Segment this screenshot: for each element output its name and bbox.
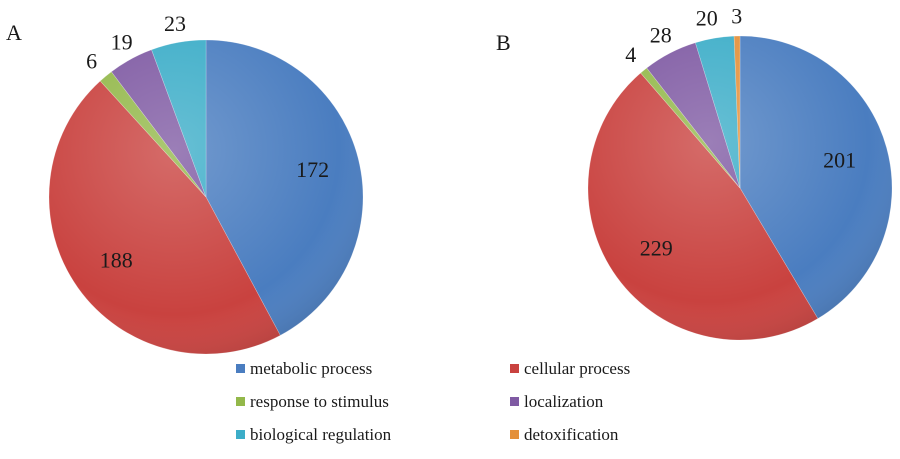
value-label-metabolic-process: 201: [823, 148, 856, 173]
value-label-detoxification: 3: [731, 3, 742, 28]
value-label-response-to-stimulus: 4: [625, 42, 636, 67]
legend-label-cellular-process: cellular process: [524, 359, 630, 378]
legend-label-biological-regulation: biological regulation: [250, 425, 392, 444]
legend-swatch-localization: [510, 397, 519, 406]
value-label-cellular-process: 188: [100, 248, 133, 273]
value-label-biological-regulation: 20: [696, 6, 718, 31]
legend-item-metabolic-process: metabolic process: [236, 359, 372, 378]
legend-label-detoxification: detoxification: [524, 425, 619, 444]
legend-swatch-metabolic-process: [236, 364, 245, 373]
legend-item-detoxification: detoxification: [510, 425, 619, 444]
value-label-response-to-stimulus: 6: [86, 49, 97, 74]
legend-swatch-detoxification: [510, 430, 519, 439]
legend-label-localization: localization: [524, 392, 604, 411]
legend-item-biological-regulation: biological regulation: [236, 425, 392, 444]
legend-swatch-biological-regulation: [236, 430, 245, 439]
pie-chart-a: 172 188 6 19 23: [48, 11, 364, 355]
panel-letter-a: A: [6, 20, 22, 45]
legend-item-cellular-process: cellular process: [510, 359, 630, 378]
legend-label-response-to-stimulus: response to stimulus: [250, 392, 389, 411]
value-label-metabolic-process: 172: [296, 157, 329, 182]
legend-label-metabolic-process: metabolic process: [250, 359, 372, 378]
value-label-localization: 19: [111, 30, 133, 55]
pie-chart-b: 201 229 4 28 20 3: [587, 3, 893, 341]
panel-letter-b: B: [496, 30, 511, 55]
legend-item-response-to-stimulus: response to stimulus: [236, 392, 389, 411]
legend-item-localization: localization: [510, 392, 604, 411]
legend: metabolic process cellular process respons…: [236, 359, 630, 444]
value-label-cellular-process: 229: [640, 236, 673, 261]
legend-swatch-cellular-process: [510, 364, 519, 373]
legend-swatch-response-to-stimulus: [236, 397, 245, 406]
value-label-localization: 28: [650, 23, 672, 48]
value-label-biological-regulation: 23: [164, 11, 186, 36]
